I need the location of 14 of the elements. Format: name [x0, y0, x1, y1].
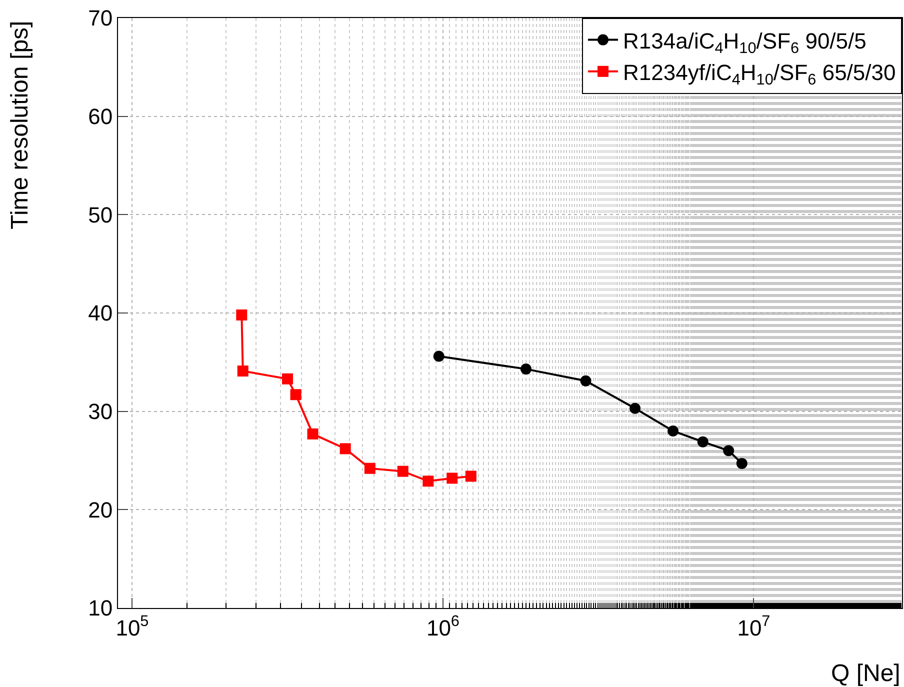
y-tick-label: 40 — [88, 300, 113, 326]
x-tick-label: 10$^{6}$ — [426, 613, 460, 640]
legend-label: R134a/iC$_{4}$H$_{10}$/SF$_{6}$ 90/5/5 — [623, 28, 866, 57]
y-tick-label: 50 — [88, 202, 113, 228]
x-tick-label: 10$^{5}$ — [116, 613, 149, 640]
x-axis-title: Q [Ne] — [831, 660, 900, 687]
y-tick-label: 60 — [88, 104, 113, 130]
y-tick-label: 10 — [88, 596, 113, 621]
y-axis-title: Time resolution [ps] — [6, 20, 34, 230]
x-tick-label: 10$^{7}$ — [737, 613, 770, 640]
y-tick-label: 70 — [88, 6, 113, 31]
y-tick-label: 20 — [88, 497, 113, 522]
legend-label: R1234yf/iC$_{4}$H$_{10}$/SF$_{6}$ 65/5/30 — [623, 60, 896, 89]
y-tick-label: 30 — [88, 399, 113, 424]
